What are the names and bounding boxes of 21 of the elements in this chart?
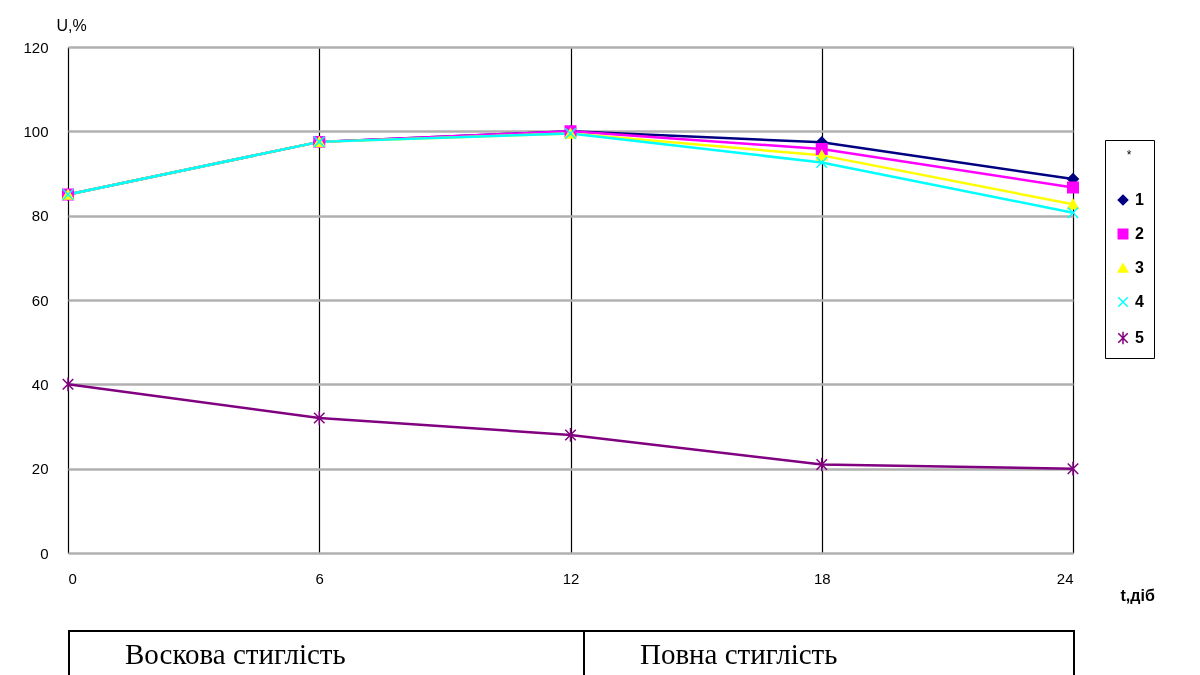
legend-label: 3: [1135, 259, 1144, 276]
x-tick-label: 18: [813, 569, 831, 587]
legend-label: 5: [1135, 329, 1144, 346]
phase-table: Воскова стиглість Повна стиглість: [68, 630, 1075, 675]
y-tick-label: 100: [23, 122, 49, 140]
legend-label: 2: [1135, 225, 1144, 242]
x-tick-label: 6: [315, 569, 324, 587]
y-tick-label: 120: [23, 38, 49, 56]
y-axis-title: U,%: [56, 16, 87, 34]
y-tick-label: 20: [31, 460, 49, 478]
legend-label: 1: [1135, 191, 1144, 208]
x-tick-label: 24: [1056, 569, 1074, 587]
x-axis-title: t,діб: [1120, 586, 1155, 604]
legend-label: 4: [1135, 293, 1144, 310]
y-tick-label: 60: [31, 291, 49, 309]
y-tick-label: 0: [40, 544, 49, 562]
legend-title: *: [1126, 148, 1132, 162]
y-tick-label: 80: [31, 207, 49, 225]
x-tick-label: 0: [68, 569, 77, 587]
x-tick-label: 12: [562, 569, 580, 587]
y-tick-label: 40: [31, 375, 49, 393]
